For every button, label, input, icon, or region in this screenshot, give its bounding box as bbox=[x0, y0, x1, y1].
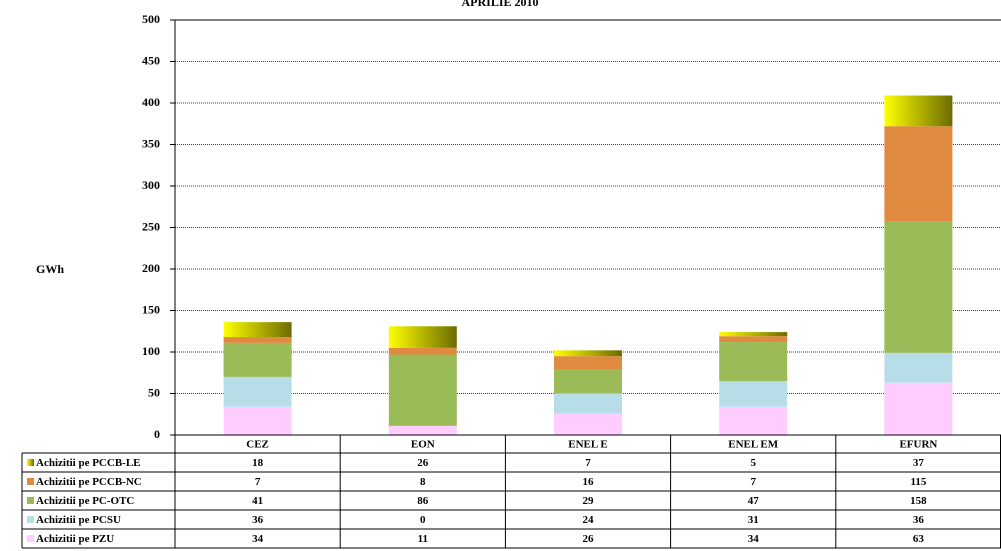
x-tick-label: CEZ bbox=[246, 439, 269, 451]
bar-segment bbox=[223, 376, 292, 407]
table-value: 34 bbox=[748, 533, 760, 545]
bar-segment bbox=[884, 95, 953, 127]
y-tick-label: 150 bbox=[142, 302, 160, 316]
table-value: 47 bbox=[748, 495, 760, 507]
bar-segment bbox=[719, 336, 788, 343]
bar-segment bbox=[554, 350, 622, 357]
bar-segment bbox=[554, 393, 622, 414]
table-value: 8 bbox=[420, 476, 426, 488]
bar-segment bbox=[719, 342, 788, 382]
bar-segment bbox=[884, 382, 953, 435]
table-value: 26 bbox=[583, 533, 595, 545]
y-tick-label: 100 bbox=[142, 344, 160, 358]
table-value: 63 bbox=[913, 533, 925, 545]
table-value: 0 bbox=[420, 514, 426, 526]
legend-label: Achizitii pe PCCB-LE bbox=[36, 457, 141, 469]
table-value: 37 bbox=[913, 457, 925, 469]
y-tick-label: 350 bbox=[142, 136, 160, 150]
table-value: 24 bbox=[583, 514, 595, 526]
bar-segment bbox=[388, 354, 457, 426]
y-tick-label: 300 bbox=[142, 178, 160, 192]
bar-segment bbox=[223, 406, 292, 435]
table-value: 34 bbox=[252, 533, 264, 545]
bar-segment bbox=[388, 326, 457, 348]
bar-segment bbox=[719, 406, 788, 435]
table-value: 5 bbox=[750, 457, 756, 469]
y-tick-label: 250 bbox=[142, 219, 160, 233]
table-value: 18 bbox=[252, 457, 264, 469]
y-tick-label: 200 bbox=[142, 261, 160, 275]
y-axis-label: GWh bbox=[36, 262, 64, 276]
y-tick-label: 450 bbox=[142, 53, 160, 67]
table-value: 7 bbox=[255, 476, 261, 488]
legend-label: Achizitii pe PC-OTC bbox=[36, 495, 134, 507]
legend-key bbox=[27, 478, 34, 485]
table-value: 86 bbox=[417, 495, 429, 507]
x-tick-label: EFURN bbox=[899, 439, 937, 451]
table-value: 115 bbox=[910, 476, 926, 488]
table-value: 26 bbox=[417, 457, 429, 469]
chart-title: APRILIE 2010 bbox=[461, 0, 538, 9]
legend-key bbox=[27, 459, 34, 466]
x-tick-label: ENEL EM bbox=[728, 439, 778, 451]
y-tick-label: 400 bbox=[142, 95, 160, 109]
bar-segment bbox=[719, 381, 788, 407]
bar-segment bbox=[884, 352, 953, 383]
y-tick-label: 500 bbox=[142, 12, 160, 26]
bar-segment bbox=[554, 356, 622, 370]
bar-segment bbox=[884, 126, 953, 222]
bar-segment bbox=[223, 342, 292, 377]
table-value: 41 bbox=[252, 495, 263, 507]
table-value: 158 bbox=[910, 495, 927, 507]
x-tick-label: EON bbox=[411, 439, 435, 451]
bar-segment bbox=[388, 425, 457, 435]
y-tick-label: 0 bbox=[154, 427, 160, 441]
x-tick-label: ENEL E bbox=[568, 439, 607, 451]
legend-key bbox=[27, 535, 34, 542]
table-value: 36 bbox=[913, 514, 925, 526]
bar-segment bbox=[884, 221, 953, 353]
table-value: 11 bbox=[418, 533, 428, 545]
table-value: 36 bbox=[252, 514, 264, 526]
table-value: 7 bbox=[750, 476, 756, 488]
y-tick-label: 50 bbox=[148, 385, 160, 399]
bar-segment bbox=[223, 337, 292, 343]
table-value: 7 bbox=[585, 457, 591, 469]
table-value: 29 bbox=[583, 495, 595, 507]
table-value: 31 bbox=[748, 514, 759, 526]
bar-segment bbox=[223, 322, 292, 338]
table-value: 16 bbox=[583, 476, 595, 488]
bar-segment bbox=[388, 347, 457, 355]
legend-label: Achizitii pe PZU bbox=[36, 533, 114, 545]
bar-segment bbox=[719, 332, 788, 337]
legend-label: Achizitii pe PCCB-NC bbox=[36, 476, 142, 488]
legend-label: Achizitii pe PCSU bbox=[36, 514, 121, 526]
bar-segment bbox=[554, 369, 622, 394]
legend-key bbox=[27, 497, 34, 504]
legend-key bbox=[27, 516, 34, 523]
bar-segment bbox=[554, 413, 622, 435]
